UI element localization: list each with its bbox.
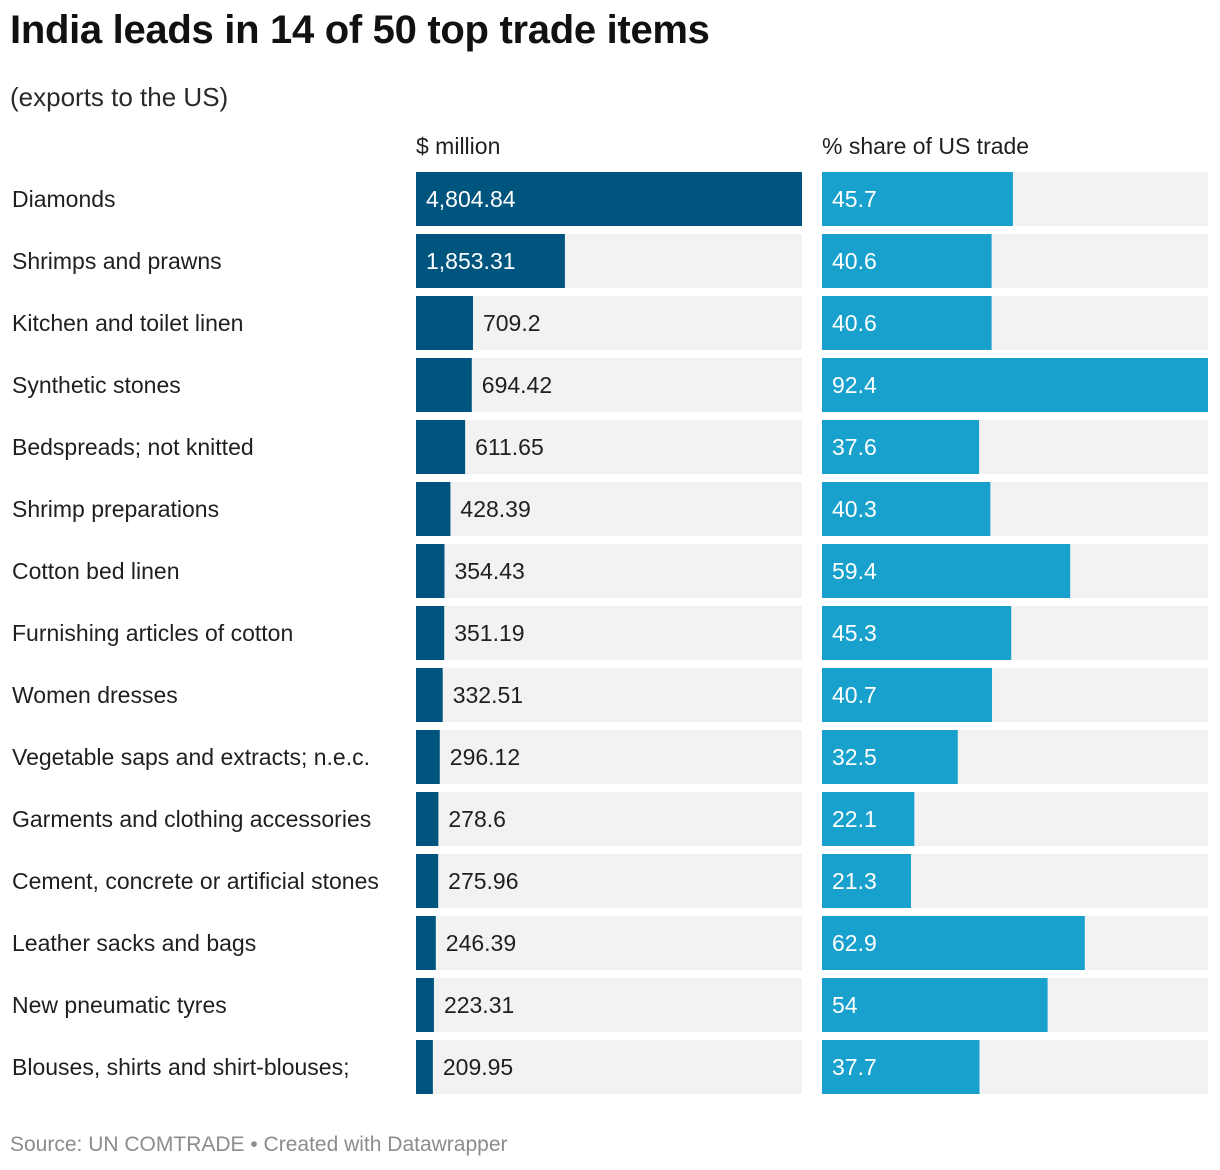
value-label-share: 62.9: [832, 930, 877, 956]
bar-share: [822, 854, 911, 908]
bar-track-million: [416, 420, 802, 474]
bar-million: [416, 358, 472, 412]
category-label: Shrimps and prawns: [12, 248, 222, 274]
bar-share: [822, 978, 1048, 1032]
bar-table-chart: Diamonds 4,804.84 45.7 Shrimps and prawns 1,…: [12, 172, 1208, 1094]
column-header-million: $ million: [416, 133, 501, 159]
bar-track-million: [416, 606, 802, 660]
bar-million: [416, 730, 440, 784]
category-label: Furnishing articles of cotton: [12, 620, 293, 646]
bar-share: [822, 172, 1013, 226]
value-label-million: 332.51: [453, 682, 523, 708]
category-label: Shrimp preparations: [12, 496, 219, 522]
bar-million: [416, 420, 466, 474]
bar-million: [416, 854, 439, 908]
bar-track-million: [416, 1040, 802, 1094]
bar-track-million: [416, 358, 802, 412]
bar-share: [822, 916, 1085, 970]
bar-share: [822, 606, 1012, 660]
bar-share: [822, 1040, 980, 1094]
value-label-million: 223.31: [444, 992, 514, 1018]
value-label-million: 709.2: [483, 310, 541, 336]
value-label-share: 54: [832, 992, 858, 1018]
bar-track-million: [416, 296, 802, 350]
bar-million: [416, 544, 445, 598]
bar-million: [416, 1040, 433, 1094]
value-label-million: 278.6: [448, 806, 506, 832]
bar-track-million: [416, 482, 802, 536]
bar-million: [416, 606, 445, 660]
bar-share: [822, 358, 1208, 412]
value-label-share: 92.4: [832, 372, 877, 398]
value-label-million: 209.95: [443, 1054, 513, 1080]
bar-million: [416, 792, 439, 846]
value-label-share: 21.3: [832, 868, 877, 894]
value-label-share: 32.5: [832, 744, 877, 770]
bar-track-million: [416, 668, 802, 722]
category-label: New pneumatic tyres: [12, 992, 227, 1018]
category-label: Women dresses: [12, 682, 178, 708]
chart-title: India leads in 14 of 50 top trade items: [10, 8, 710, 52]
bar-million: [416, 172, 802, 226]
bar-million: [416, 978, 434, 1032]
bar-share: [822, 544, 1071, 598]
bar-share: [822, 668, 993, 722]
category-label: Blouses, shirts and shirt-blouses;: [12, 1054, 350, 1080]
category-label: Kitchen and toilet linen: [12, 310, 243, 336]
bar-share: [822, 234, 992, 288]
value-label-million: 351.19: [454, 620, 524, 646]
bar-track-million: [416, 730, 802, 784]
value-label-million: 1,853.31: [426, 248, 516, 274]
value-label-share: 37.7: [832, 1054, 877, 1080]
value-label-share: 45.7: [832, 186, 877, 212]
value-label-million: 275.96: [448, 868, 518, 894]
value-label-million: 694.42: [482, 372, 552, 398]
value-label-million: 4,804.84: [426, 186, 516, 212]
value-label-share: 40.3: [832, 496, 877, 522]
value-label-share: 40.6: [832, 310, 877, 336]
bar-track-million: [416, 792, 802, 846]
value-label-million: 246.39: [446, 930, 516, 956]
category-label: Vegetable saps and extracts; n.e.c.: [12, 744, 370, 770]
chart-subtitle: (exports to the US): [10, 82, 229, 112]
category-label: Cement, concrete or artificial stones: [12, 868, 379, 894]
value-label-share: 37.6: [832, 434, 877, 460]
column-header-share: % share of US trade: [822, 133, 1030, 159]
bar-track-million: [416, 854, 802, 908]
value-label-share: 45.3: [832, 620, 877, 646]
source-note: Source: UN COMTRADE • Created with Dataw…: [10, 1133, 508, 1156]
value-label-million: 611.65: [475, 434, 544, 460]
bar-share: [822, 420, 980, 474]
value-label-share: 40.7: [832, 682, 877, 708]
value-label-share: 59.4: [832, 558, 877, 584]
value-label-share: 40.6: [832, 248, 877, 274]
value-label-million: 354.43: [454, 558, 524, 584]
value-label-million: 428.39: [460, 496, 530, 522]
bar-share: [822, 296, 992, 350]
category-label: Diamonds: [12, 186, 116, 212]
bar-million: [416, 234, 565, 288]
value-label-share: 22.1: [832, 806, 877, 832]
category-label: Leather sacks and bags: [12, 930, 256, 956]
value-label-million: 296.12: [450, 744, 520, 770]
bar-track-million: [416, 978, 802, 1032]
category-label: Synthetic stones: [12, 372, 181, 398]
bar-share: [822, 792, 915, 846]
bar-million: [416, 916, 436, 970]
bar-million: [416, 482, 451, 536]
bar-share: [822, 730, 958, 784]
bar-million: [416, 668, 443, 722]
bar-million: [416, 296, 473, 350]
category-label: Cotton bed linen: [12, 558, 180, 584]
bar-track-million: [416, 916, 802, 970]
category-label: Garments and clothing accessories: [12, 806, 371, 832]
bar-share: [822, 482, 991, 536]
bar-track-million: [416, 544, 802, 598]
category-label: Bedspreads; not knitted: [12, 434, 254, 460]
